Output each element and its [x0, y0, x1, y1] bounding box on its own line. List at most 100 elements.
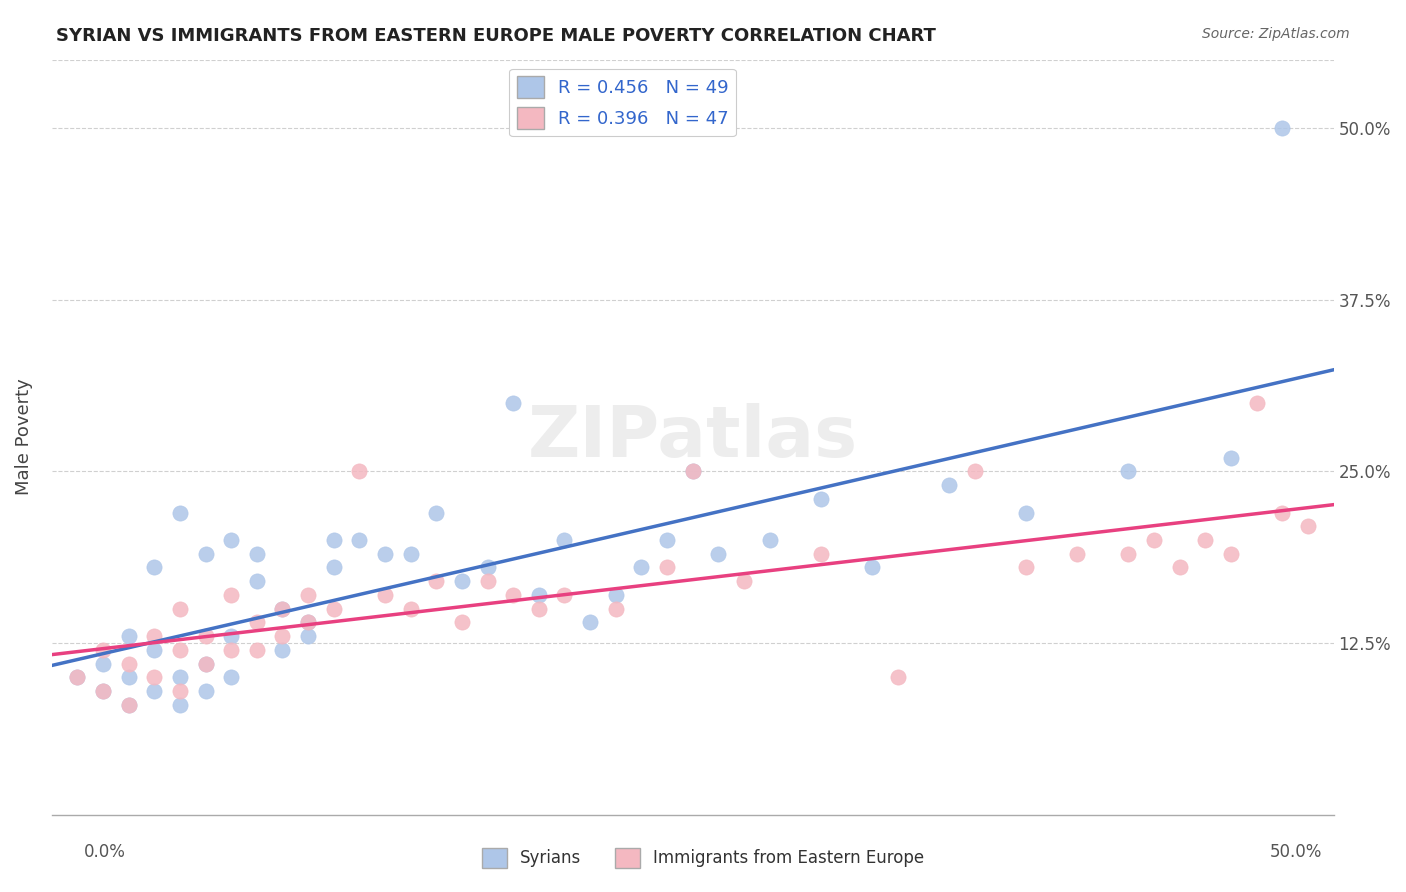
Point: [682, 464, 704, 478]
Text: ZIPatlas: ZIPatlas: [527, 402, 858, 472]
Point: [246, 615, 269, 630]
Point: [810, 547, 832, 561]
Point: [169, 506, 191, 520]
Point: [91, 643, 114, 657]
Point: [246, 643, 269, 657]
Point: [1296, 519, 1319, 533]
Point: [169, 684, 191, 698]
Point: [297, 615, 319, 630]
Point: [374, 547, 396, 561]
Point: [451, 615, 474, 630]
Point: [630, 560, 652, 574]
Point: [860, 560, 883, 574]
Point: [758, 533, 780, 547]
Point: [477, 560, 499, 574]
Point: [271, 643, 294, 657]
Point: [169, 670, 191, 684]
Point: [655, 533, 678, 547]
Point: [66, 670, 89, 684]
Point: [194, 657, 217, 671]
Point: [219, 533, 242, 547]
Legend: R = 0.456   N = 49, R = 0.396   N = 47: R = 0.456 N = 49, R = 0.396 N = 47: [509, 69, 735, 136]
Point: [1066, 547, 1088, 561]
Point: [605, 588, 627, 602]
Point: [374, 588, 396, 602]
Legend: Syrians, Immigrants from Eastern Europe: Syrians, Immigrants from Eastern Europe: [475, 841, 931, 875]
Point: [91, 657, 114, 671]
Point: [349, 464, 371, 478]
Point: [169, 698, 191, 712]
Point: [733, 574, 755, 589]
Point: [194, 629, 217, 643]
Point: [143, 643, 166, 657]
Point: [1271, 506, 1294, 520]
Point: [1118, 547, 1140, 561]
Point: [527, 588, 550, 602]
Point: [655, 560, 678, 574]
Point: [1220, 547, 1243, 561]
Point: [886, 670, 908, 684]
Point: [1246, 396, 1268, 410]
Point: [1194, 533, 1216, 547]
Point: [118, 657, 141, 671]
Point: [143, 684, 166, 698]
Y-axis label: Male Poverty: Male Poverty: [15, 379, 32, 495]
Point: [297, 588, 319, 602]
Point: [963, 464, 986, 478]
Point: [605, 601, 627, 615]
Point: [1015, 506, 1038, 520]
Point: [322, 601, 344, 615]
Point: [477, 574, 499, 589]
Point: [553, 533, 575, 547]
Point: [399, 547, 422, 561]
Text: SYRIAN VS IMMIGRANTS FROM EASTERN EUROPE MALE POVERTY CORRELATION CHART: SYRIAN VS IMMIGRANTS FROM EASTERN EUROPE…: [56, 27, 936, 45]
Point: [1220, 450, 1243, 465]
Point: [143, 629, 166, 643]
Point: [1143, 533, 1166, 547]
Point: [322, 560, 344, 574]
Point: [118, 629, 141, 643]
Point: [297, 629, 319, 643]
Point: [451, 574, 474, 589]
Point: [502, 588, 524, 602]
Text: 50.0%: 50.0%: [1270, 843, 1322, 861]
Point: [527, 601, 550, 615]
Point: [322, 533, 344, 547]
Point: [143, 670, 166, 684]
Point: [194, 684, 217, 698]
Point: [297, 615, 319, 630]
Point: [246, 547, 269, 561]
Point: [271, 601, 294, 615]
Point: [66, 670, 89, 684]
Point: [118, 670, 141, 684]
Point: [553, 588, 575, 602]
Point: [1118, 464, 1140, 478]
Point: [169, 601, 191, 615]
Text: 0.0%: 0.0%: [84, 843, 127, 861]
Point: [194, 657, 217, 671]
Point: [143, 560, 166, 574]
Point: [1015, 560, 1038, 574]
Point: [271, 629, 294, 643]
Point: [682, 464, 704, 478]
Point: [91, 684, 114, 698]
Point: [169, 643, 191, 657]
Point: [502, 396, 524, 410]
Point: [399, 601, 422, 615]
Point: [1271, 121, 1294, 136]
Point: [707, 547, 730, 561]
Point: [118, 698, 141, 712]
Point: [219, 629, 242, 643]
Point: [425, 574, 447, 589]
Point: [349, 533, 371, 547]
Point: [579, 615, 602, 630]
Point: [219, 588, 242, 602]
Text: Source: ZipAtlas.com: Source: ZipAtlas.com: [1202, 27, 1350, 41]
Point: [91, 684, 114, 698]
Point: [271, 601, 294, 615]
Point: [219, 670, 242, 684]
Point: [194, 547, 217, 561]
Point: [938, 478, 960, 492]
Point: [246, 574, 269, 589]
Point: [118, 698, 141, 712]
